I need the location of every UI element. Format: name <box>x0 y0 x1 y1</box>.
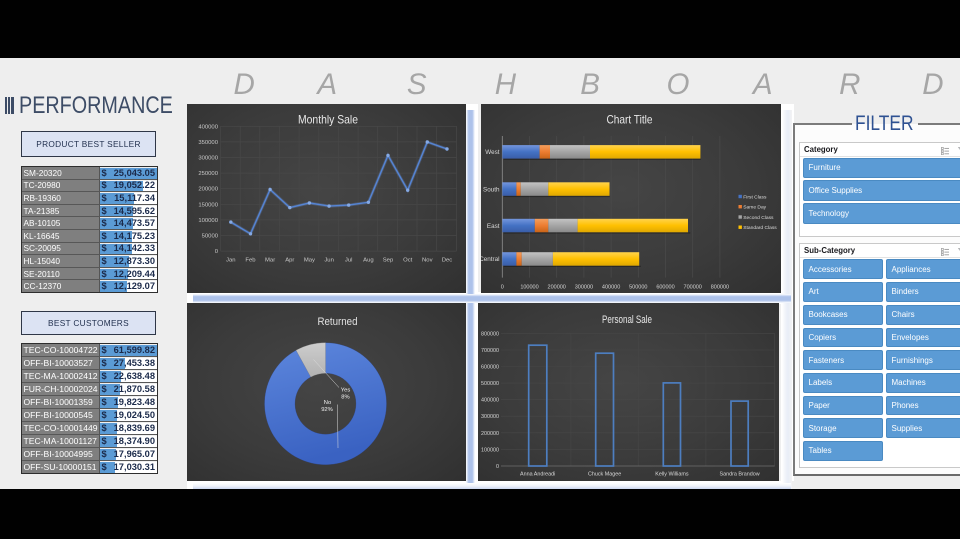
svg-text:Jul: Jul <box>344 258 352 264</box>
svg-text:Nov: Nov <box>422 258 433 264</box>
svg-text:Chart Title: Chart Title <box>606 113 652 127</box>
svg-text:West: West <box>485 149 499 156</box>
svg-text:600000: 600000 <box>481 365 499 371</box>
svg-text:200000: 200000 <box>198 187 218 193</box>
svg-text:250000: 250000 <box>198 171 218 177</box>
svg-text:Standard Class: Standard Class <box>743 225 777 231</box>
svg-text:Second Class: Second Class <box>743 215 774 221</box>
svg-text:92%: 92% <box>321 407 333 413</box>
svg-text:300000: 300000 <box>574 285 592 291</box>
svg-text:Monthly Sale: Monthly Sale <box>298 113 358 127</box>
svg-text:400000: 400000 <box>601 285 619 291</box>
svg-text:800000: 800000 <box>481 331 499 337</box>
svg-text:0: 0 <box>496 464 499 470</box>
svg-text:0: 0 <box>214 249 218 255</box>
svg-text:350000: 350000 <box>198 140 218 146</box>
svg-text:50000: 50000 <box>201 234 218 240</box>
svg-text:South: South <box>483 186 500 193</box>
svg-text:100000: 100000 <box>520 285 538 291</box>
svg-text:Anna Andreadi: Anna Andreadi <box>520 472 555 478</box>
svg-text:Dec: Dec <box>441 258 452 264</box>
svg-text:Chuck Magee: Chuck Magee <box>587 472 620 478</box>
svg-text:150000: 150000 <box>198 202 218 208</box>
svg-text:Kelly Williams: Kelly Williams <box>655 472 689 478</box>
svg-text:0: 0 <box>500 285 503 291</box>
svg-text:400000: 400000 <box>481 398 499 404</box>
svg-text:8%: 8% <box>341 395 349 401</box>
svg-text:700000: 700000 <box>683 285 701 291</box>
svg-text:Apr: Apr <box>285 258 294 264</box>
svg-text:300000: 300000 <box>198 156 218 162</box>
svg-text:Jun: Jun <box>324 258 334 264</box>
svg-text:600000: 600000 <box>656 285 674 291</box>
svg-text:Aug: Aug <box>363 258 373 264</box>
svg-text:300000: 300000 <box>481 414 499 420</box>
svg-text:400000: 400000 <box>198 124 218 130</box>
svg-text:May: May <box>303 258 314 264</box>
svg-text:500000: 500000 <box>481 381 499 387</box>
svg-text:Feb: Feb <box>245 258 256 264</box>
svg-text:100000: 100000 <box>481 447 499 453</box>
svg-text:Personal Sale: Personal Sale <box>602 314 652 326</box>
svg-text:Sandra Brandow: Sandra Brandow <box>719 472 759 478</box>
svg-text:Yes: Yes <box>340 388 350 394</box>
svg-text:200000: 200000 <box>481 431 499 437</box>
svg-text:Returned: Returned <box>317 316 357 328</box>
svg-text:Central: Central <box>481 256 500 263</box>
svg-text:500000: 500000 <box>629 285 647 291</box>
svg-text:700000: 700000 <box>481 348 499 354</box>
svg-text:100000: 100000 <box>198 218 218 224</box>
svg-text:First Class: First Class <box>743 194 767 200</box>
svg-text:Same Day: Same Day <box>743 205 766 211</box>
svg-text:Mar: Mar <box>265 258 275 264</box>
svg-text:200000: 200000 <box>547 285 565 291</box>
svg-text:No: No <box>323 400 330 406</box>
svg-text:Oct: Oct <box>403 258 413 264</box>
svg-text:East: East <box>486 223 499 230</box>
svg-text:Jan: Jan <box>226 258 236 264</box>
svg-text:Sep: Sep <box>382 258 393 264</box>
svg-text:800000: 800000 <box>710 285 728 291</box>
